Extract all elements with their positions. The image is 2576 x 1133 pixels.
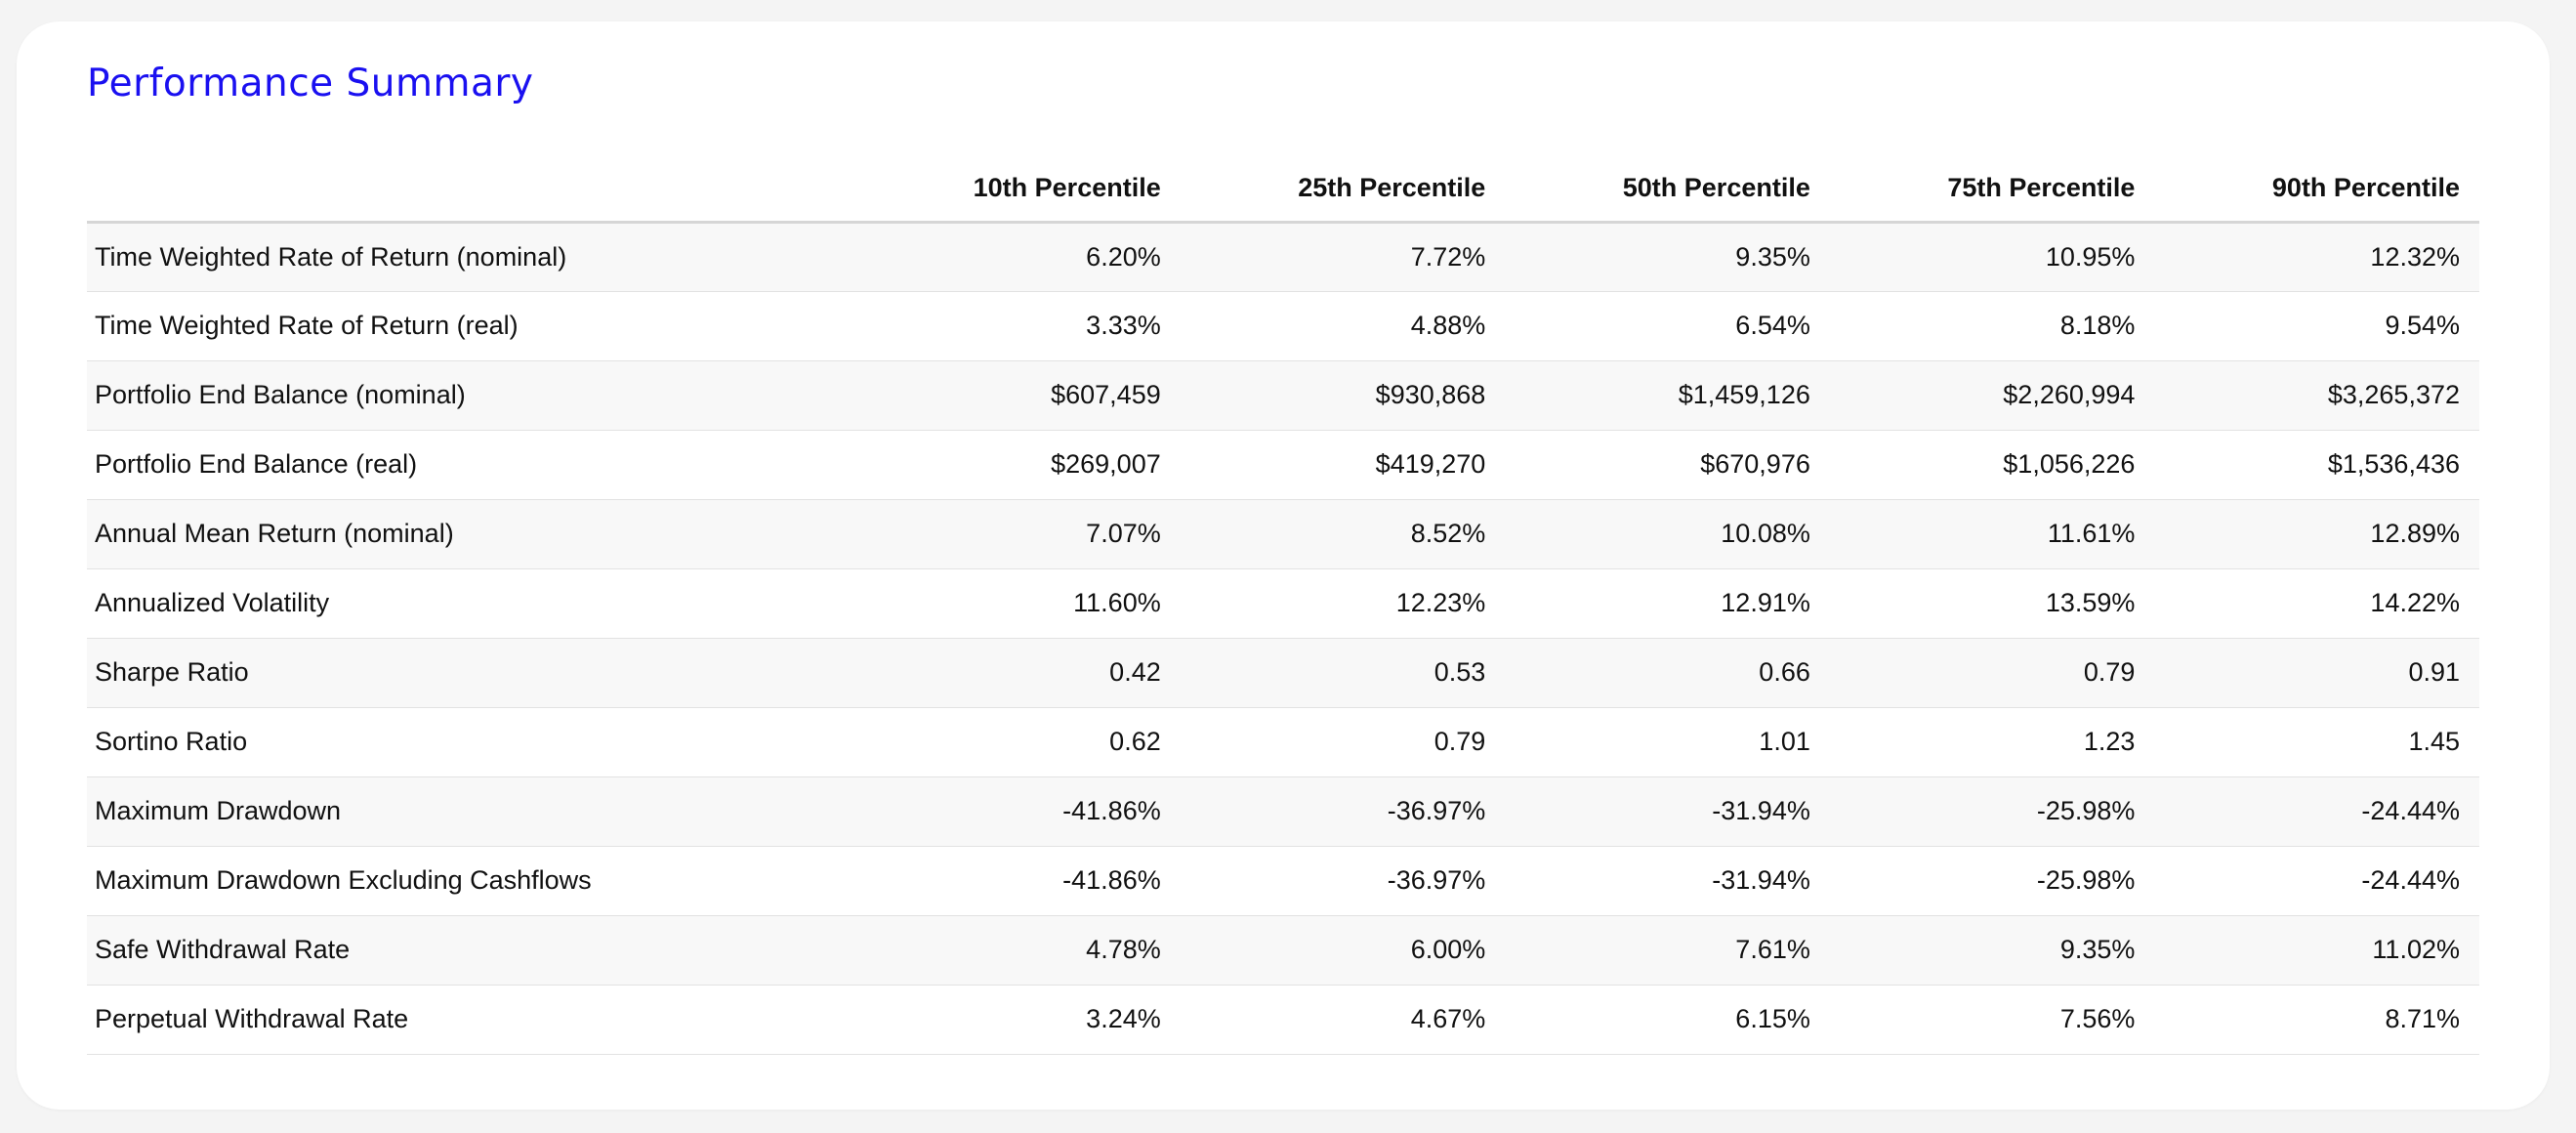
table-cell: 8.18% [1829, 291, 2155, 361]
table-cell: 11.02% [2154, 915, 2479, 986]
table-cell: 6.00% [1180, 915, 1506, 986]
table-cell: 4.78% [855, 915, 1181, 986]
column-header-25th-percentile: 25th Percentile [1180, 156, 1506, 224]
table-cell: -24.44% [2154, 776, 2479, 847]
table-cell: $2,260,994 [1829, 360, 2155, 431]
table-cell: 12.32% [2154, 222, 2479, 292]
table-cell: 10.08% [1505, 499, 1830, 569]
table-cell: -41.86% [855, 846, 1181, 916]
table-cell: 8.71% [2154, 985, 2479, 1055]
row-label: Annualized Volatility [87, 568, 856, 639]
table-cell: $1,459,126 [1505, 360, 1830, 431]
table-cell: -41.86% [855, 776, 1181, 847]
column-header-90th-percentile: 90th Percentile [2154, 156, 2479, 224]
table-row: Time Weighted Rate of Return (real) 3.33%… [87, 291, 2479, 361]
table-row: Annualized Volatility 11.60% 12.23% 12.91% 1… [87, 568, 2479, 639]
row-label: Maximum Drawdown Excluding Cashflows [87, 846, 856, 916]
table-cell: 7.07% [855, 499, 1181, 569]
table-cell: 8.52% [1180, 499, 1506, 569]
table-cell: 9.35% [1505, 222, 1830, 292]
table-cell: -36.97% [1180, 846, 1506, 916]
table-header-row: 10th Percentile 25th Percentile 50th Per… [87, 156, 2479, 224]
table-cell: -25.98% [1829, 776, 2155, 847]
row-label: Perpetual Withdrawal Rate [87, 985, 856, 1055]
table-cell: $3,265,372 [2154, 360, 2479, 431]
table-row: Maximum Drawdown Excluding Cashflows -41.… [87, 846, 2479, 916]
table-cell: 11.61% [1829, 499, 2155, 569]
table-cell: 0.53 [1180, 638, 1506, 708]
table-row: Portfolio End Balance (nominal) $607,459 $… [87, 360, 2479, 431]
row-label: Sharpe Ratio [87, 638, 856, 708]
row-label: Time Weighted Rate of Return (real) [87, 291, 856, 361]
table-cell: 6.54% [1505, 291, 1830, 361]
table-cell: 11.60% [855, 568, 1181, 639]
table-row: Sharpe Ratio 0.42 0.53 0.66 0.79 0.91 [87, 638, 2479, 708]
table-cell: 7.56% [1829, 985, 2155, 1055]
table-cell: -31.94% [1505, 846, 1830, 916]
table-row: Safe Withdrawal Rate 4.78% 6.00% 7.61% 9.35%… [87, 915, 2479, 986]
column-header-75th-percentile: 75th Percentile [1829, 156, 2155, 224]
table-cell: $1,056,226 [1829, 430, 2155, 500]
table-cell: 14.22% [2154, 568, 2479, 639]
page-title: Performance Summary [87, 62, 534, 105]
table-cell: 0.62 [855, 707, 1181, 777]
column-header-10th-percentile: 10th Percentile [855, 156, 1181, 224]
table-cell: -31.94% [1505, 776, 1830, 847]
table-row: Maximum Drawdown -41.86% -36.97% -31.94% -25… [87, 776, 2479, 847]
table-cell: 3.33% [855, 291, 1181, 361]
table-row: Sortino Ratio 0.62 0.79 1.01 1.23 1.45 [87, 707, 2479, 777]
row-label: Time Weighted Rate of Return (nominal) [87, 222, 856, 292]
table-cell: 7.61% [1505, 915, 1830, 986]
table-cell: 9.54% [2154, 291, 2479, 361]
table-cell: 13.59% [1829, 568, 2155, 639]
table-cell: 12.89% [2154, 499, 2479, 569]
table-cell: $930,868 [1180, 360, 1506, 431]
table-cell: 9.35% [1829, 915, 2155, 986]
table-cell: $607,459 [855, 360, 1181, 431]
table-cell: -25.98% [1829, 846, 2155, 916]
table-cell: 12.91% [1505, 568, 1830, 639]
table-cell: 4.88% [1180, 291, 1506, 361]
table-cell: 1.23 [1829, 707, 2155, 777]
table-body: Time Weighted Rate of Return (nominal) 6.… [87, 222, 2479, 1055]
table-row: Annual Mean Return (nominal) 7.07% 8.52% 10… [87, 499, 2479, 569]
table-cell: 12.23% [1180, 568, 1506, 639]
performance-summary-table: 10th Percentile 25th Percentile 50th Per… [87, 156, 2479, 1055]
table-cell: $670,976 [1505, 430, 1830, 500]
table-cell: 4.67% [1180, 985, 1506, 1055]
table-cell: -36.97% [1180, 776, 1506, 847]
row-label: Portfolio End Balance (nominal) [87, 360, 856, 431]
table-cell: 0.91 [2154, 638, 2479, 708]
table-cell: 0.79 [1829, 638, 2155, 708]
table-cell: $1,536,436 [2154, 430, 2479, 500]
table-row: Time Weighted Rate of Return (nominal) 6.… [87, 222, 2479, 292]
column-header-50th-percentile: 50th Percentile [1505, 156, 1830, 224]
row-label: Maximum Drawdown [87, 776, 856, 847]
table-row: Perpetual Withdrawal Rate 3.24% 4.67% 6.15%… [87, 985, 2479, 1055]
table-cell: 3.24% [855, 985, 1181, 1055]
table-cell: 6.20% [855, 222, 1181, 292]
table-cell: 0.66 [1505, 638, 1830, 708]
performance-summary-card: Performance Summary 10th Percentile 25th… [17, 21, 2550, 1110]
table-cell: 1.45 [2154, 707, 2479, 777]
table-cell: $269,007 [855, 430, 1181, 500]
row-label: Sortino Ratio [87, 707, 856, 777]
table-cell: $419,270 [1180, 430, 1506, 500]
row-label: Portfolio End Balance (real) [87, 430, 856, 500]
table-cell: 7.72% [1180, 222, 1506, 292]
table-cell: 0.42 [855, 638, 1181, 708]
column-header-metric [87, 156, 856, 224]
row-label: Annual Mean Return (nominal) [87, 499, 856, 569]
table-cell: 10.95% [1829, 222, 2155, 292]
table-cell: 1.01 [1505, 707, 1830, 777]
table-cell: 6.15% [1505, 985, 1830, 1055]
table-row: Portfolio End Balance (real) $269,007 $419… [87, 430, 2479, 500]
table-cell: -24.44% [2154, 846, 2479, 916]
table-cell: 0.79 [1180, 707, 1506, 777]
row-label: Safe Withdrawal Rate [87, 915, 856, 986]
